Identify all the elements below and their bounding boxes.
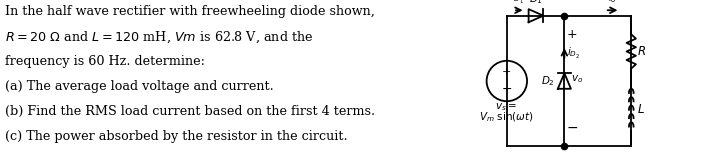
- Text: $v_s=$: $v_s=$: [495, 102, 517, 113]
- Text: $R$: $R$: [638, 45, 647, 58]
- Text: $i_{D_2}$: $i_{D_2}$: [567, 46, 580, 61]
- Text: $i_{D_1}$: $i_{D_1}$: [511, 0, 525, 6]
- Text: $D_1$: $D_1$: [530, 0, 544, 6]
- Text: $L$: $L$: [638, 103, 645, 116]
- Text: (c) The power absorbed by the resistor in the circuit.: (c) The power absorbed by the resistor i…: [5, 130, 348, 143]
- Text: −: −: [566, 121, 578, 135]
- Text: $v_o$: $v_o$: [570, 74, 583, 85]
- Text: $R = 20\ \Omega$ and $L = 120$ mH, $Vm$ is 62.8 V, and the: $R = 20\ \Omega$ and $L = 120$ mH, $Vm$ …: [5, 30, 313, 45]
- Text: (b) Find the RMS load current based on the first 4 terms.: (b) Find the RMS load current based on t…: [5, 105, 375, 118]
- Text: frequency is 60 Hz. determine:: frequency is 60 Hz. determine:: [5, 55, 205, 68]
- Text: $i_o$: $i_o$: [608, 0, 617, 5]
- Text: In the half wave rectifier with freewheeling diode shown,: In the half wave rectifier with freewhee…: [5, 5, 375, 18]
- Text: $D_2$: $D_2$: [542, 74, 555, 88]
- Text: +: +: [502, 67, 512, 77]
- Text: +: +: [567, 28, 578, 41]
- Text: (a) The average load voltage and current.: (a) The average load voltage and current…: [5, 80, 274, 93]
- Text: $V_m$ sin($\omega t$): $V_m$ sin($\omega t$): [479, 111, 533, 124]
- Text: −: −: [501, 83, 512, 96]
